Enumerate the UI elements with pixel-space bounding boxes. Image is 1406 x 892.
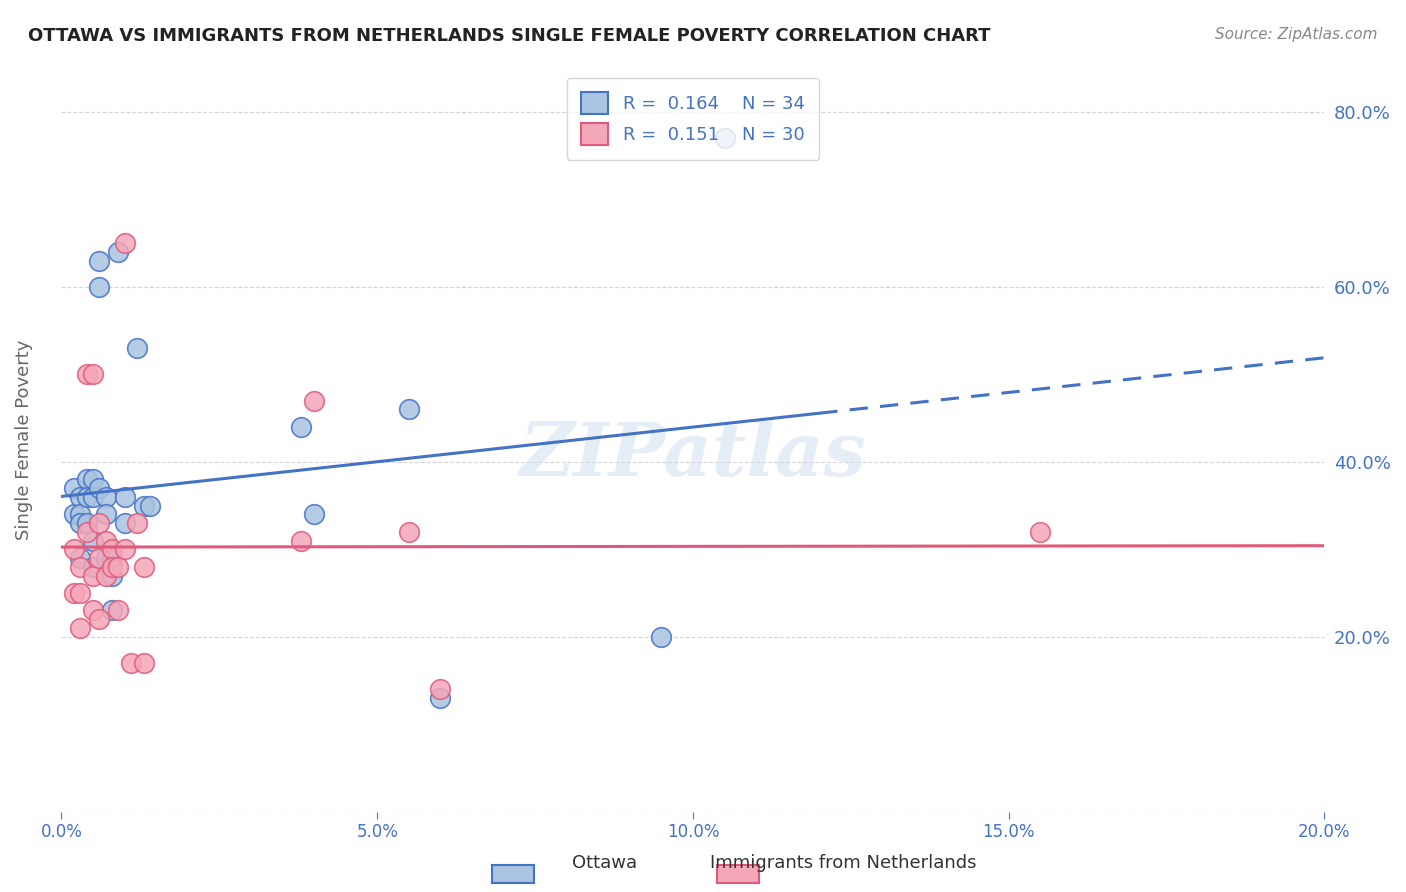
Text: Ottawa: Ottawa	[572, 855, 637, 872]
Point	[69, 559, 91, 574]
Point	[132, 656, 155, 670]
Point	[82, 368, 104, 382]
Point	[89, 253, 111, 268]
Text: ZIPatlas: ZIPatlas	[519, 418, 866, 491]
Point	[69, 551, 91, 566]
Point	[290, 420, 312, 434]
Point	[398, 524, 420, 539]
Point	[713, 131, 735, 145]
Point	[69, 508, 91, 522]
Point	[76, 368, 98, 382]
Point	[69, 516, 91, 530]
Point	[82, 559, 104, 574]
Point	[82, 533, 104, 548]
Point	[89, 612, 111, 626]
Point	[76, 490, 98, 504]
Y-axis label: Single Female Poverty: Single Female Poverty	[15, 340, 32, 541]
Point	[650, 630, 672, 644]
Point	[89, 481, 111, 495]
Point	[302, 508, 325, 522]
Point	[120, 656, 142, 670]
Point	[139, 499, 162, 513]
Point	[127, 341, 149, 355]
Point	[94, 551, 117, 566]
Point	[290, 533, 312, 548]
Point	[302, 393, 325, 408]
Point	[89, 516, 111, 530]
Point	[63, 508, 86, 522]
Text: Immigrants from Netherlands: Immigrants from Netherlands	[710, 855, 977, 872]
Point	[63, 542, 86, 557]
Point	[114, 236, 136, 251]
Point	[63, 586, 86, 600]
Point	[94, 568, 117, 582]
Point	[69, 586, 91, 600]
Point	[132, 499, 155, 513]
Point	[82, 472, 104, 486]
Point	[107, 603, 129, 617]
Point	[82, 603, 104, 617]
Legend: R =  0.164    N = 34, R =  0.151    N = 30: R = 0.164 N = 34, R = 0.151 N = 30	[567, 78, 820, 160]
Text: Source: ZipAtlas.com: Source: ZipAtlas.com	[1215, 27, 1378, 42]
Point	[89, 280, 111, 294]
Point	[114, 516, 136, 530]
Point	[76, 524, 98, 539]
Point	[127, 516, 149, 530]
Point	[114, 542, 136, 557]
Point	[94, 490, 117, 504]
Point	[82, 490, 104, 504]
Point	[101, 603, 124, 617]
Point	[429, 682, 451, 697]
Point	[101, 568, 124, 582]
Point	[69, 490, 91, 504]
Point	[398, 402, 420, 417]
Point	[82, 568, 104, 582]
Text: OTTAWA VS IMMIGRANTS FROM NETHERLANDS SINGLE FEMALE POVERTY CORRELATION CHART: OTTAWA VS IMMIGRANTS FROM NETHERLANDS SI…	[28, 27, 991, 45]
Point	[101, 542, 124, 557]
Point	[429, 690, 451, 705]
Point	[69, 621, 91, 635]
Point	[101, 551, 124, 566]
Point	[1029, 524, 1052, 539]
Point	[63, 481, 86, 495]
Point	[101, 559, 124, 574]
Point	[107, 245, 129, 260]
Point	[94, 508, 117, 522]
Point	[89, 551, 111, 566]
Point	[76, 516, 98, 530]
Point	[114, 490, 136, 504]
Point	[94, 533, 117, 548]
Point	[76, 472, 98, 486]
Point	[107, 559, 129, 574]
Point	[132, 559, 155, 574]
